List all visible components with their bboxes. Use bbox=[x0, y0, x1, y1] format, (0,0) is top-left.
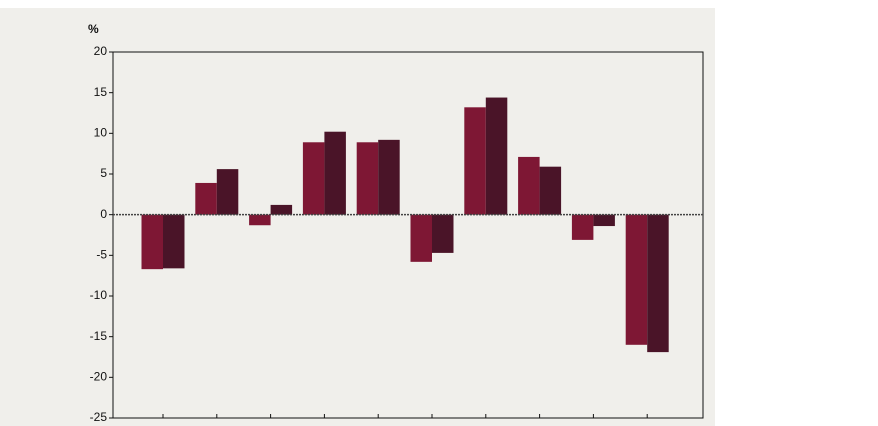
bar bbox=[539, 166, 562, 215]
y-tick-label: -20 bbox=[90, 370, 108, 384]
y-tick-label: -15 bbox=[90, 329, 108, 343]
y-tick-label: -25 bbox=[90, 410, 108, 424]
y-tick-label: 15 bbox=[94, 85, 108, 99]
bar bbox=[270, 204, 293, 215]
y-tick-label: -5 bbox=[96, 248, 107, 262]
bar bbox=[625, 214, 648, 345]
bar bbox=[216, 169, 239, 215]
y-tick-label: 5 bbox=[100, 166, 107, 180]
y-axis-label: % bbox=[88, 22, 99, 36]
bar bbox=[410, 214, 432, 262]
plot-area bbox=[112, 51, 704, 419]
y-tick-label: 0 bbox=[100, 207, 107, 221]
y-tick-label: 20 bbox=[94, 44, 108, 58]
bar bbox=[324, 131, 346, 215]
bar bbox=[518, 156, 540, 215]
bar bbox=[485, 97, 508, 215]
y-tick-label: -10 bbox=[90, 288, 108, 302]
bar bbox=[464, 107, 486, 215]
bar bbox=[593, 214, 615, 227]
bar bbox=[163, 214, 185, 269]
bar bbox=[432, 214, 454, 253]
bar bbox=[647, 214, 669, 353]
bar bbox=[195, 182, 217, 215]
bar bbox=[141, 214, 163, 270]
bar bbox=[249, 214, 271, 226]
bar bbox=[571, 214, 594, 240]
y-tick-label: 10 bbox=[94, 126, 108, 140]
bar bbox=[378, 139, 400, 215]
bar bbox=[356, 142, 379, 215]
bar bbox=[302, 142, 325, 215]
